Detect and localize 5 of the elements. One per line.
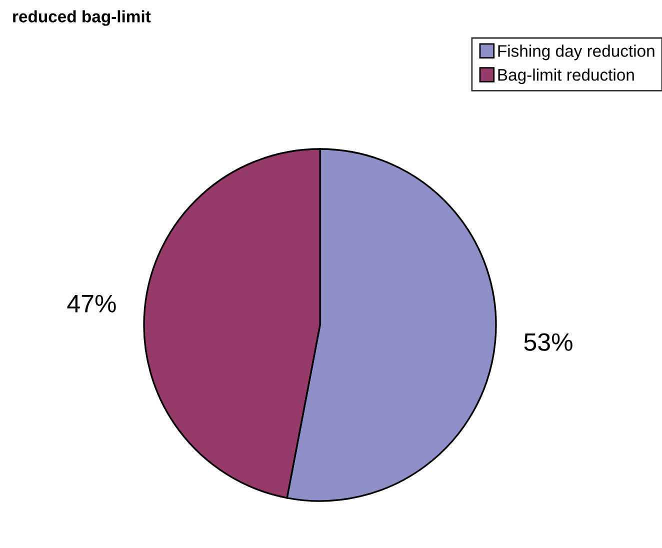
data-label: 47% <box>67 294 116 312</box>
data-label: 53% <box>524 333 572 351</box>
legend-label: Bag-limit reduction <box>498 68 634 84</box>
legend-label: Fishing day reduction <box>498 44 654 60</box>
chart-title: reduced bag-limit <box>13 10 151 26</box>
